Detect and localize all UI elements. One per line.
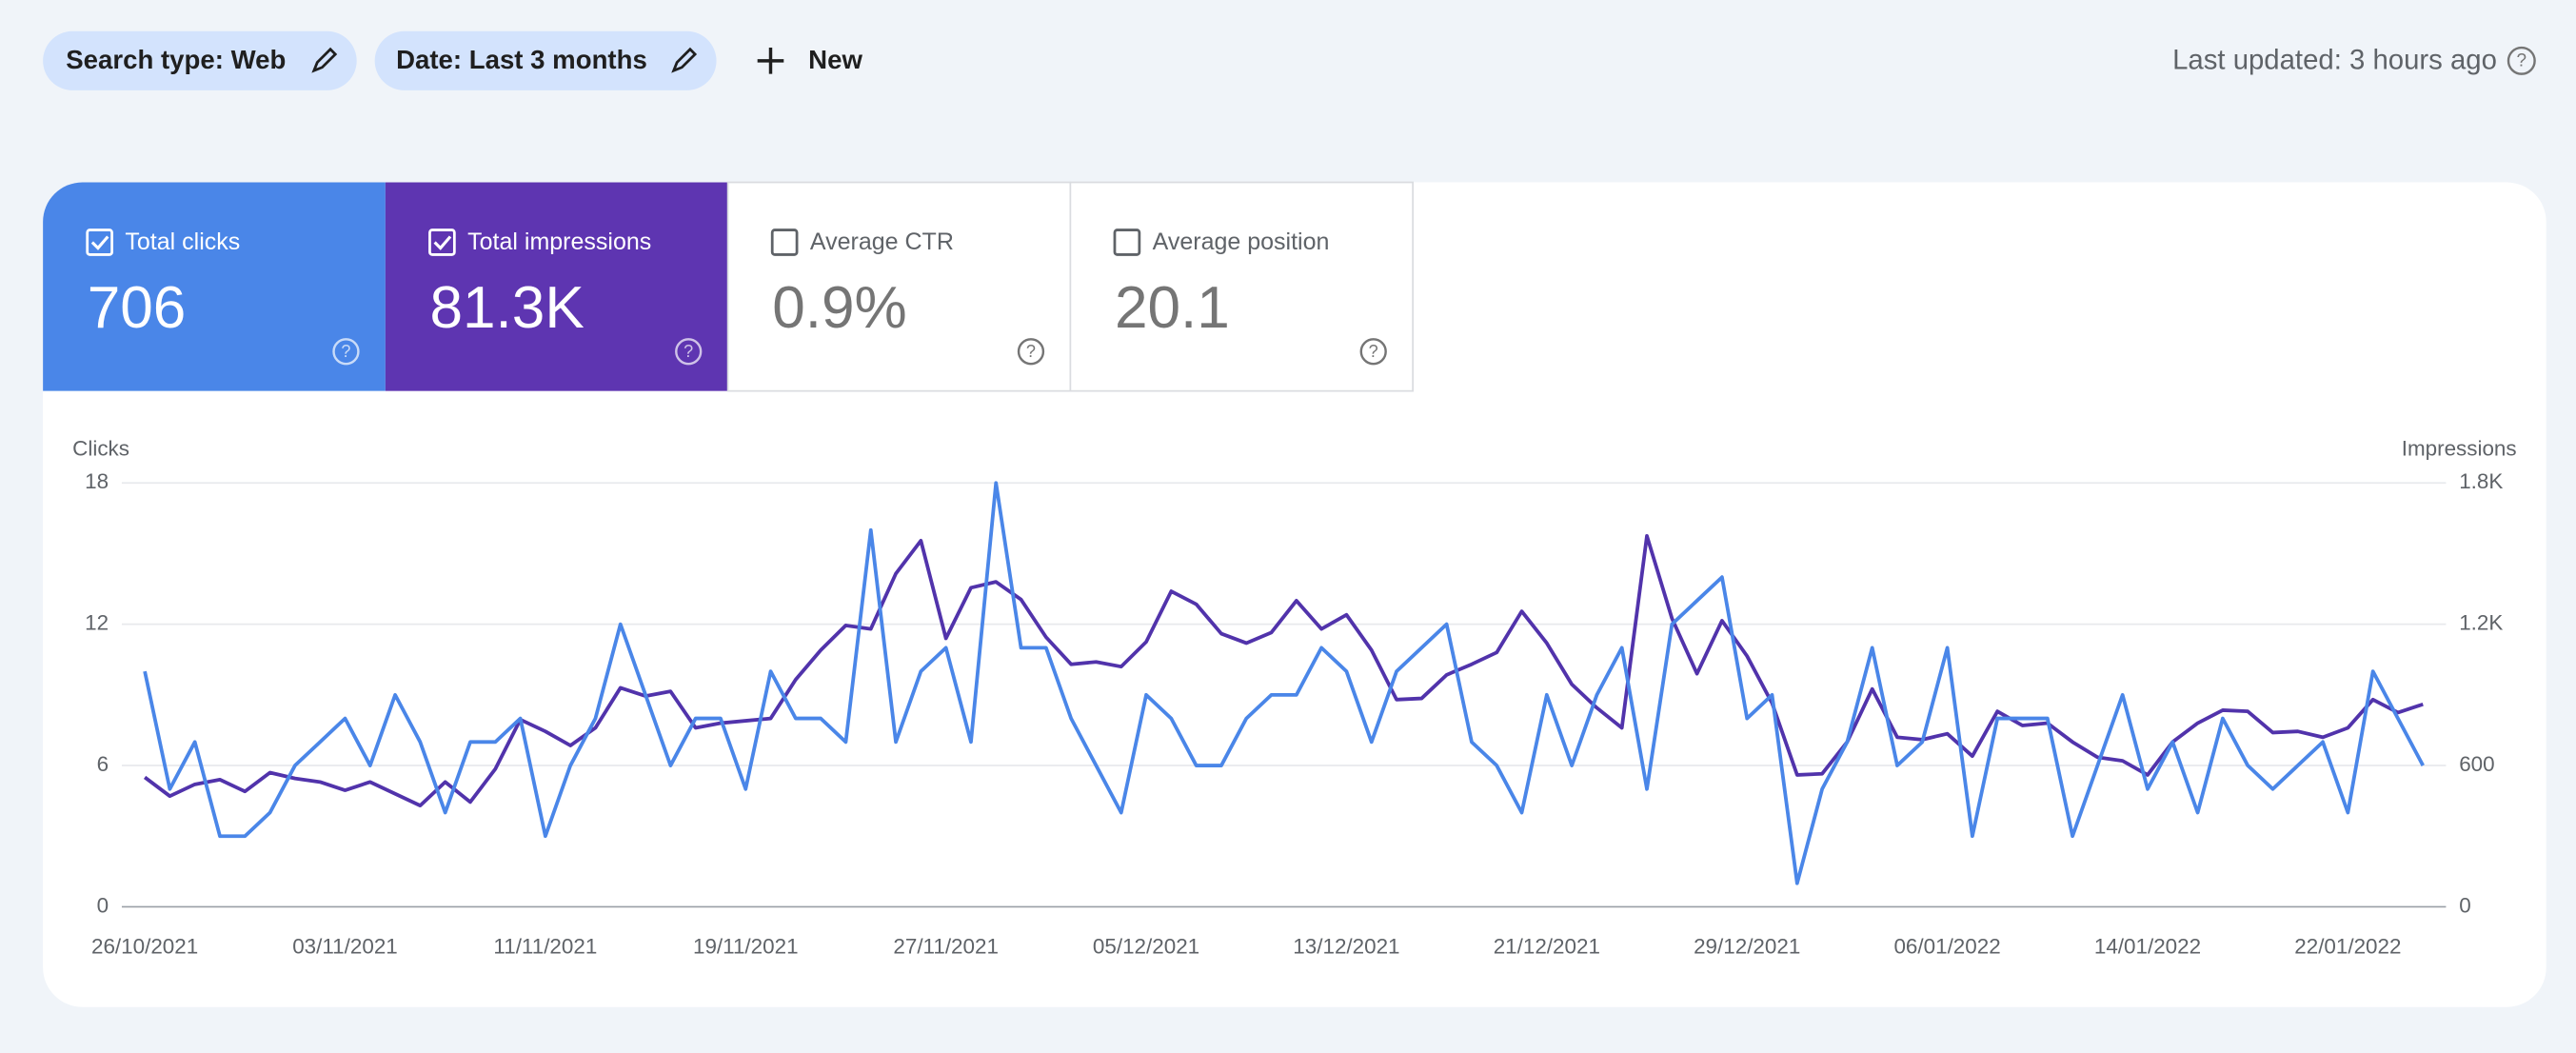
edit-icon[interactable]	[671, 47, 698, 73]
edit-icon[interactable]	[311, 47, 338, 73]
filter-label: Date: Last 3 months	[396, 45, 647, 74]
checkbox[interactable]	[1113, 228, 1141, 256]
checkbox[interactable]	[86, 228, 113, 256]
last-updated: Last updated: 3 hours ago	[2172, 44, 2497, 75]
new-button[interactable]: New	[808, 45, 862, 74]
y-tick-label: 0	[97, 893, 109, 917]
x-tick-label: 13/12/2021	[1293, 934, 1399, 958]
help-icon[interactable]	[1017, 338, 1045, 366]
x-tick-label: 26/10/2021	[91, 934, 198, 958]
x-tick-label: 21/12/2021	[1494, 934, 1600, 958]
x-tick-label: 03/11/2021	[292, 934, 398, 958]
metric-value: 81.3K	[429, 275, 584, 341]
help-icon: ?	[341, 342, 350, 361]
x-tick-label: 22/01/2022	[2294, 934, 2401, 958]
filter-chip[interactable]	[43, 30, 357, 90]
metric-value: 20.1	[1115, 275, 1230, 341]
y2-axis-label: Impressions	[2402, 437, 2517, 461]
x-tick-label: 05/12/2021	[1093, 934, 1199, 958]
y-tick-label: 12	[85, 611, 109, 635]
metric-value: 706	[88, 275, 187, 341]
help-icon[interactable]: ?	[2507, 46, 2536, 75]
filter-chip[interactable]	[374, 30, 717, 90]
x-tick-label: 14/01/2022	[2094, 934, 2201, 958]
help-icon: ?	[1369, 342, 1378, 361]
metric-value: 0.9%	[772, 275, 907, 341]
metric-label: Total impressions	[467, 228, 651, 255]
metric-card[interactable]	[43, 182, 386, 391]
metric-label: Average position	[1153, 228, 1330, 255]
y-axis-label: Clicks	[72, 437, 129, 461]
metric-card[interactable]	[385, 182, 728, 391]
help-icon: ?	[684, 342, 693, 361]
plus-icon[interactable]	[757, 48, 784, 74]
x-tick-label: 06/01/2022	[1893, 934, 2000, 958]
svg-text:?: ?	[2517, 51, 2527, 71]
checkbox[interactable]	[428, 228, 456, 256]
help-icon[interactable]	[675, 338, 703, 366]
metric-card[interactable]	[726, 181, 1072, 392]
help-icon[interactable]	[1359, 338, 1387, 366]
y2-tick-label: 1.2K	[2459, 611, 2503, 635]
data-line	[143, 534, 2424, 807]
y-tick-label: 6	[97, 752, 109, 776]
y2-tick-label: 0	[2459, 893, 2470, 917]
y2-tick-label: 1.8K	[2459, 469, 2503, 493]
check-mark	[90, 235, 109, 250]
help-icon[interactable]	[332, 338, 360, 366]
y-tick-label: 18	[85, 469, 109, 493]
data-line	[143, 481, 2425, 885]
metric-label: Average CTR	[810, 228, 954, 255]
checkbox[interactable]	[770, 228, 799, 256]
x-tick-label: 19/11/2021	[693, 934, 799, 958]
x-tick-label: 29/12/2021	[1694, 934, 1800, 958]
x-tick-label: 11/11/2021	[493, 934, 597, 958]
metric-card[interactable]	[1069, 181, 1414, 392]
y2-tick-label: 600	[2459, 752, 2494, 776]
filter-label: Search type: Web	[66, 45, 286, 74]
check-mark	[433, 235, 452, 250]
x-tick-label: 27/11/2021	[893, 934, 999, 958]
help-icon: ?	[1026, 342, 1036, 361]
metric-label: Total clicks	[125, 228, 240, 255]
